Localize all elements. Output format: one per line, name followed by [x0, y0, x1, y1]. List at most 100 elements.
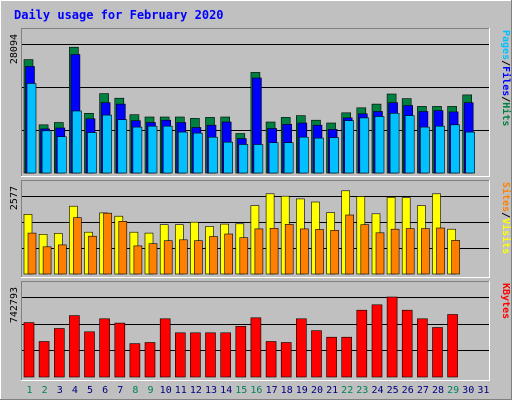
- bar-sites-day-25: [390, 228, 400, 275]
- day-label-15: 15: [235, 385, 247, 396]
- bar-sites-day-1: [27, 232, 37, 275]
- bar-pages-day-18: [283, 142, 294, 174]
- day-label-17: 17: [266, 385, 278, 396]
- panel-2-legend: Sites/Visits: [500, 182, 512, 254]
- day-label-18: 18: [281, 385, 293, 396]
- bar-pages-day-2: [41, 130, 52, 174]
- bar-pages-day-21: [329, 137, 339, 174]
- bar-sites-day-15: [239, 237, 249, 275]
- bar-pages-day-4: [72, 110, 82, 174]
- panel-1-legend: Pages/Files/Hits: [500, 30, 512, 126]
- bar-kbytes-day-23: [356, 309, 368, 378]
- bar-pages-day-29: [450, 124, 460, 174]
- bar-pages-day-30: [465, 131, 476, 174]
- day-label-19: 19: [296, 385, 308, 396]
- bar-sites-day-22: [345, 214, 355, 275]
- bar-pages-day-20: [314, 137, 324, 174]
- bar-pages-day-26: [404, 115, 415, 174]
- bar-kbytes-day-27: [417, 318, 428, 378]
- bar-pages-day-19: [298, 136, 309, 174]
- bar-sites-day-12: [194, 240, 203, 275]
- bar-pages-day-28: [435, 125, 445, 174]
- bar-kbytes-day-2: [38, 341, 50, 378]
- bar-kbytes-day-19: [295, 318, 307, 378]
- day-label-30: 30: [462, 385, 474, 396]
- bar-sites-day-23: [360, 224, 370, 275]
- legend-entry-separator: /: [500, 96, 511, 102]
- panel-1-max-label: 28094: [9, 34, 20, 64]
- bar-pages-day-11: [178, 131, 188, 174]
- bar-pages-day-15: [238, 144, 249, 174]
- day-label-10: 10: [160, 385, 172, 396]
- day-label-24: 24: [371, 385, 383, 396]
- bar-sites-day-29: [451, 240, 460, 275]
- bar-kbytes-day-12: [190, 332, 201, 378]
- day-label-20: 20: [311, 385, 323, 396]
- bar-pages-day-14: [223, 141, 233, 174]
- legend-entry-hits: Hits: [500, 102, 512, 126]
- bar-kbytes-day-25: [386, 296, 398, 378]
- bar-pages-day-24: [374, 116, 385, 174]
- bar-pages-day-17: [268, 142, 279, 174]
- bar-kbytes-day-16: [250, 317, 262, 378]
- bar-sites-day-8: [133, 245, 143, 275]
- day-label-27: 27: [417, 385, 429, 396]
- bar-sites-day-10: [163, 240, 173, 275]
- bar-kbytes-day-13: [205, 332, 216, 378]
- bar-sites-day-9: [148, 243, 158, 275]
- bar-pages-day-16: [253, 144, 264, 174]
- bar-sites-day-3: [57, 244, 67, 275]
- bar-kbytes-day-11: [175, 332, 186, 378]
- panel-2-max-label: 2577: [9, 186, 20, 210]
- bar-sites-day-11: [179, 239, 188, 275]
- day-label-25: 25: [387, 385, 399, 396]
- day-label-22: 22: [341, 385, 353, 396]
- day-label-1: 1: [26, 385, 32, 396]
- bar-pages-day-27: [420, 126, 430, 174]
- panel-3-legend: KBytes: [500, 283, 511, 319]
- bar-kbytes-day-15: [235, 326, 247, 378]
- bar-sites-day-14: [224, 233, 233, 275]
- bar-kbytes-day-1: [23, 322, 35, 378]
- bar-pages-day-9: [147, 125, 158, 174]
- bar-kbytes-day-18: [280, 342, 292, 378]
- bar-pages-day-8: [132, 126, 143, 174]
- bar-sites-day-19: [299, 228, 309, 275]
- bar-sites-day-13: [209, 236, 218, 275]
- bar-pages-day-10: [162, 125, 173, 174]
- day-label-4: 4: [72, 385, 78, 396]
- bar-sites-day-28: [436, 227, 445, 275]
- legend-entry-kbytes: KBytes: [500, 283, 511, 319]
- bar-pages-day-7: [117, 119, 128, 174]
- day-label-16: 16: [250, 385, 262, 396]
- bar-kbytes-day-22: [341, 336, 353, 378]
- legend-entry-separator: /: [500, 60, 511, 66]
- bar-kbytes-day-17: [265, 341, 277, 378]
- day-label-31: 31: [477, 385, 489, 396]
- day-label-21: 21: [326, 385, 338, 396]
- bar-sites-day-18: [284, 224, 294, 275]
- bar-kbytes-day-3: [53, 328, 65, 378]
- bar-pages-day-12: [193, 132, 203, 174]
- bar-kbytes-day-14: [220, 332, 231, 378]
- bar-sites-day-6: [103, 212, 112, 275]
- bar-kbytes-day-10: [159, 318, 171, 378]
- day-label-12: 12: [190, 385, 202, 396]
- legend-entry-visits: Visits: [500, 218, 512, 254]
- day-label-6: 6: [102, 385, 108, 396]
- bar-sites-day-27: [421, 228, 430, 275]
- bar-kbytes-day-28: [432, 327, 443, 378]
- bar-sites-day-24: [375, 232, 385, 275]
- day-label-2: 2: [42, 385, 48, 396]
- bar-sites-day-20: [315, 229, 324, 275]
- day-label-26: 26: [402, 385, 414, 396]
- chart-title: Daily usage for February 2020: [14, 8, 224, 22]
- bar-pages-day-1: [26, 83, 37, 174]
- legend-entry-pages: Pages: [500, 30, 511, 60]
- bar-sites-day-26: [405, 228, 415, 275]
- bar-pages-day-22: [344, 120, 355, 174]
- bar-kbytes-day-24: [371, 304, 383, 378]
- bar-pages-day-6: [102, 114, 112, 174]
